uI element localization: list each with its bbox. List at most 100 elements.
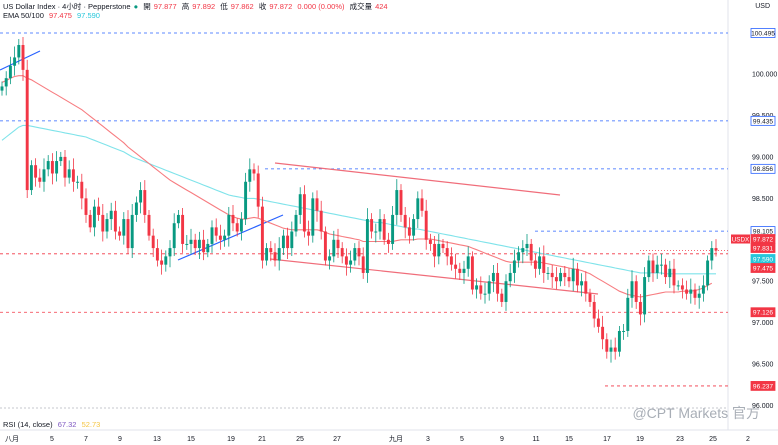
candle	[706, 255, 710, 291]
candle-body	[235, 223, 239, 232]
candle-body	[160, 260, 164, 265]
candle-body	[122, 219, 126, 236]
candle	[101, 203, 105, 242]
candle	[294, 209, 298, 237]
candle	[689, 278, 693, 304]
candle	[626, 288, 630, 337]
candle-body	[59, 156, 63, 162]
price-tag-box	[750, 243, 776, 253]
candle	[596, 309, 600, 333]
candle-body	[449, 256, 453, 265]
candle	[42, 158, 46, 192]
candle-body	[470, 256, 474, 290]
candle-body	[462, 268, 466, 273]
candle	[559, 267, 563, 287]
x-tick-label: 九月	[389, 434, 403, 443]
candle	[605, 333, 609, 359]
candle	[105, 213, 109, 239]
candle-body	[697, 293, 701, 298]
symbol-title[interactable]: US Dollar Index · 4小时 · Pepperstone	[3, 2, 131, 11]
candle	[685, 280, 689, 300]
candle	[491, 264, 495, 293]
candle	[714, 239, 718, 257]
candle-body	[92, 206, 96, 228]
x-tick-label: 13	[153, 436, 161, 443]
ohlc-open-label: 開	[143, 2, 151, 11]
candle	[336, 228, 340, 259]
candle-body	[340, 248, 344, 257]
y-tick-label: 96.500	[752, 362, 774, 369]
candle	[697, 285, 701, 309]
y-tick-label: 96.000	[752, 403, 774, 410]
candle-body	[395, 190, 399, 215]
candle	[386, 232, 390, 253]
candle-body	[659, 264, 663, 266]
candle-body	[584, 281, 588, 294]
currency-icon[interactable]: USD	[755, 3, 770, 10]
candle-body	[29, 165, 33, 191]
candle-body	[592, 301, 596, 319]
candle-body	[239, 219, 243, 232]
candle	[634, 275, 638, 309]
candle	[475, 278, 479, 299]
price-tag-box	[750, 263, 776, 273]
candle	[46, 155, 50, 177]
candle	[235, 218, 239, 237]
price-tag-value: 97.475	[753, 265, 774, 272]
candle	[298, 187, 302, 224]
price-tag-value: 98.856	[753, 166, 774, 173]
candle-body	[382, 219, 386, 240]
candle	[601, 315, 605, 350]
ema-legend[interactable]: EMA 50/100 97.475 97.590	[3, 11, 103, 20]
candle	[273, 243, 277, 267]
candle	[449, 247, 453, 271]
candle	[437, 233, 441, 265]
candle	[71, 158, 75, 192]
candle	[21, 37, 25, 81]
candle-body	[76, 181, 80, 183]
x-tick-label: 23	[676, 436, 684, 443]
candle	[307, 220, 311, 246]
candle	[4, 71, 8, 96]
candle-body	[441, 243, 445, 249]
symbol-tag-label: USDX	[732, 236, 750, 243]
candle	[214, 218, 218, 242]
channel-lower-line	[269, 258, 599, 295]
candle	[571, 257, 575, 292]
candle-body	[244, 181, 248, 220]
candle	[458, 262, 462, 280]
candle	[441, 238, 445, 254]
candle	[164, 250, 168, 272]
candle	[483, 282, 487, 304]
price-tag-value: 97.872	[753, 236, 774, 243]
candle	[323, 226, 327, 266]
candle-body	[391, 214, 395, 244]
candle	[550, 264, 554, 289]
candle	[176, 209, 180, 229]
candle-body	[420, 198, 424, 211]
candle	[680, 278, 684, 299]
candle-body	[458, 268, 462, 273]
candle-body	[483, 293, 487, 295]
candle	[617, 325, 621, 357]
candle-body	[105, 219, 109, 232]
candle	[13, 46, 17, 76]
candle	[525, 233, 529, 257]
ema-label: EMA 50/100	[3, 11, 44, 20]
rsi-legend[interactable]: RSI (14, close) 67.32 52.73	[3, 420, 103, 429]
candle-body	[349, 260, 353, 265]
channel-upper-line	[274, 162, 561, 196]
candle	[55, 151, 59, 182]
candle	[139, 182, 143, 214]
candle-body	[428, 239, 432, 244]
candle-body	[176, 214, 180, 224]
candle-body	[302, 194, 306, 232]
x-tick-label: 25	[709, 436, 717, 443]
candle	[8, 56, 12, 85]
candle	[370, 213, 374, 239]
candle	[504, 274, 508, 311]
candle-body	[214, 227, 218, 236]
x-tick-label: 19	[636, 436, 644, 443]
price-tag-box	[750, 307, 776, 318]
